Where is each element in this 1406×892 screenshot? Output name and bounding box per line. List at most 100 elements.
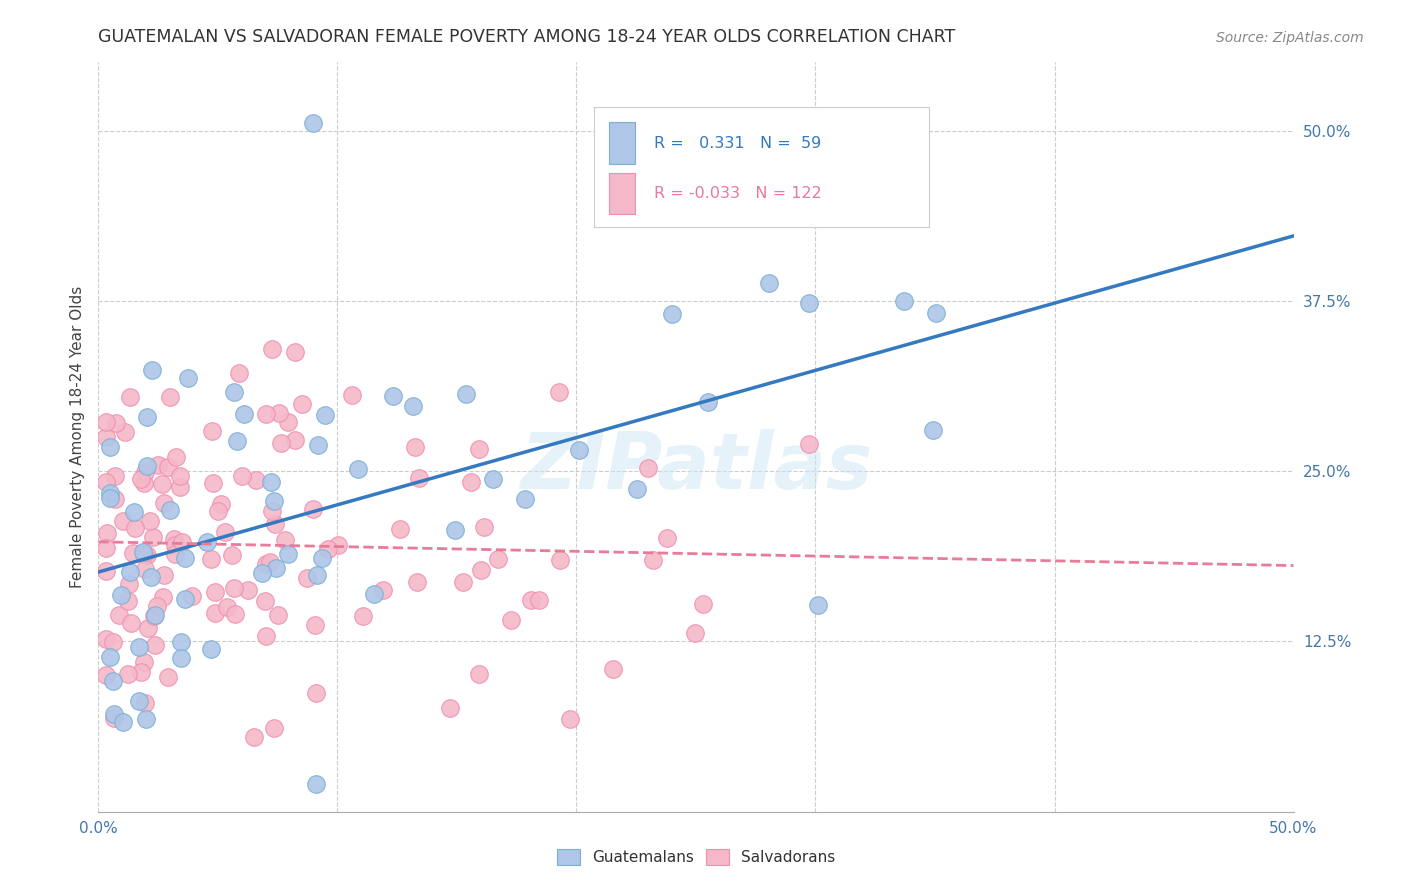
Point [560,712,582,726]
Point [352,608,374,623]
Point [224,607,246,622]
Point [169,468,191,483]
Point [305,777,328,791]
Point [181,589,204,603]
Point [170,635,193,649]
Point [304,618,326,632]
Point [94,430,117,444]
Point [136,549,159,563]
Point [197,534,219,549]
Point [692,598,714,612]
Point [204,584,226,599]
Point [274,533,297,547]
Point [264,561,287,575]
Point [165,450,187,464]
Point [135,409,157,424]
Point [122,546,145,560]
Text: Source: ZipAtlas.com: Source: ZipAtlas.com [1216,31,1364,45]
Point [114,425,136,440]
Point [134,562,156,576]
Point [661,307,683,321]
Point [520,593,543,607]
Point [118,565,141,579]
Point [284,433,307,447]
Point [128,694,150,708]
Point [602,662,624,676]
Point [174,591,197,606]
Point [228,366,250,380]
Point [226,434,249,449]
Point [468,667,491,681]
Point [529,592,551,607]
Point [204,607,226,621]
Point [260,342,283,356]
Bar [609,172,636,214]
Point [302,116,325,130]
Point [112,514,135,528]
Point [922,423,945,437]
Point [111,714,134,729]
Point [148,458,170,473]
Text: GUATEMALAN VS SALVADORAN FEMALE POVERTY AMONG 18-24 YEAR OLDS CORRELATION CHART: GUATEMALAN VS SALVADORAN FEMALE POVERTY … [98,28,956,45]
Point [132,655,155,669]
Point [124,521,146,535]
Point [138,621,160,635]
Point [486,551,509,566]
Point [236,582,259,597]
Point [254,407,277,421]
Point [641,553,664,567]
Point [314,408,336,422]
Point [389,522,412,536]
Point [103,711,125,725]
Point [925,306,948,320]
Point [207,504,229,518]
Point [758,276,780,290]
Point [153,495,176,509]
FancyBboxPatch shape [595,107,929,227]
Point [284,345,307,359]
Point [107,608,129,623]
Point [231,468,253,483]
Point [547,384,569,399]
Point [222,581,245,595]
Point [307,438,329,452]
Point [363,587,385,601]
Point [250,566,273,580]
Point [157,460,180,475]
Point [170,651,193,665]
Point [685,626,707,640]
Point [254,594,277,608]
Point [402,399,425,413]
Point [290,397,312,411]
Point [260,475,283,490]
Point [124,505,146,519]
Point [243,730,266,744]
Point [131,665,153,680]
Point [277,547,299,561]
Point [117,667,139,681]
Text: ZIPatlas: ZIPatlas [520,429,872,505]
Text: R =   0.331   N =  59: R = 0.331 N = 59 [654,136,821,151]
Point [98,650,122,665]
Point [134,466,156,480]
Point [444,524,467,538]
Point [152,567,174,582]
Point [94,564,117,578]
Point [120,390,142,404]
Point [264,517,287,532]
Point [132,545,155,559]
Point [170,534,193,549]
Point [200,552,222,566]
Point [150,477,173,491]
Point [657,531,679,545]
Point [143,638,166,652]
Point [454,386,477,401]
Point [135,712,157,726]
Point [98,485,122,500]
Point [132,548,155,562]
Point [267,406,290,420]
Point [254,557,277,571]
Point [305,568,328,582]
Point [128,640,150,655]
Point [104,491,127,506]
